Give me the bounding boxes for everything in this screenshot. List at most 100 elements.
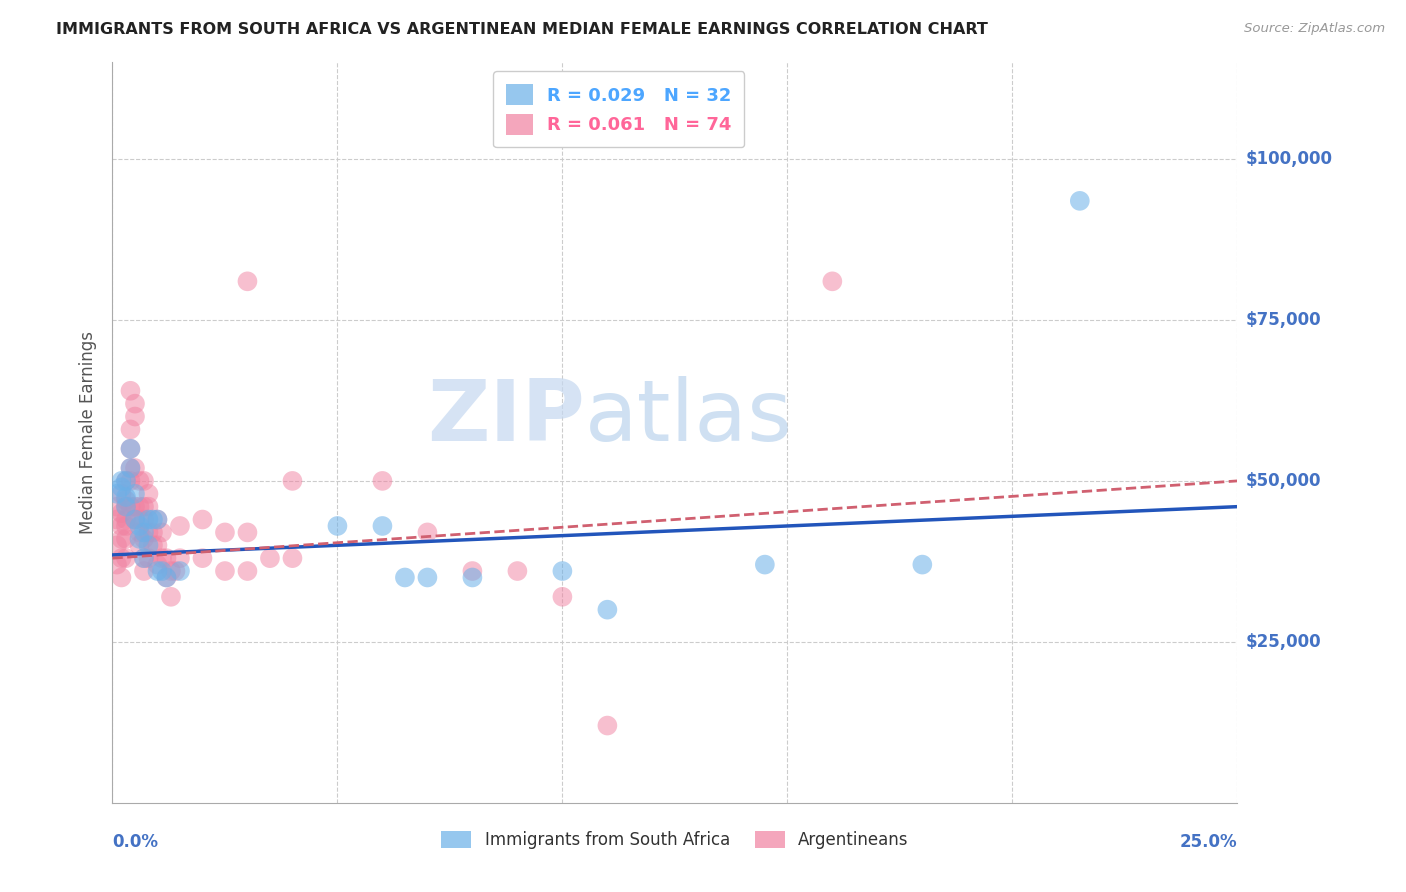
Point	[124, 512, 146, 526]
Point	[461, 570, 484, 584]
Point	[115, 519, 138, 533]
Text: ZIP: ZIP	[427, 376, 585, 459]
Point	[110, 474, 132, 488]
Point	[110, 506, 132, 520]
Point	[596, 602, 619, 616]
Point	[821, 274, 844, 288]
Point	[124, 409, 146, 424]
Point	[138, 538, 160, 552]
Point	[596, 718, 619, 732]
Point	[169, 564, 191, 578]
Point	[115, 493, 138, 508]
Text: 0.0%: 0.0%	[112, 833, 159, 851]
Point	[214, 525, 236, 540]
Point	[132, 474, 155, 488]
Point	[461, 564, 484, 578]
Point	[128, 532, 150, 546]
Point	[142, 512, 165, 526]
Point	[214, 564, 236, 578]
Point	[120, 384, 142, 398]
Point	[124, 487, 146, 501]
Point	[169, 519, 191, 533]
Point	[120, 461, 142, 475]
Point	[394, 570, 416, 584]
Point	[128, 519, 150, 533]
Point	[416, 570, 439, 584]
Point	[124, 500, 146, 514]
Point	[138, 525, 160, 540]
Point	[128, 500, 150, 514]
Point	[124, 461, 146, 475]
Point	[110, 519, 132, 533]
Point	[371, 474, 394, 488]
Point	[128, 474, 150, 488]
Text: $75,000: $75,000	[1246, 311, 1322, 329]
Point	[150, 525, 173, 540]
Point	[105, 487, 128, 501]
Point	[551, 564, 574, 578]
Point	[138, 500, 160, 514]
Point	[416, 525, 439, 540]
Point	[124, 512, 146, 526]
Point	[236, 564, 259, 578]
Point	[754, 558, 776, 572]
Point	[115, 512, 138, 526]
Point	[155, 570, 177, 584]
Point	[132, 551, 155, 566]
Point	[160, 564, 183, 578]
Point	[1069, 194, 1091, 208]
Point	[110, 570, 132, 584]
Point	[146, 558, 169, 572]
Point	[115, 500, 138, 514]
Point	[146, 512, 169, 526]
Point	[155, 551, 177, 566]
Point	[506, 564, 529, 578]
Text: $50,000: $50,000	[1246, 472, 1322, 490]
Point	[128, 512, 150, 526]
Text: atlas: atlas	[585, 376, 793, 459]
Text: 25.0%: 25.0%	[1180, 833, 1237, 851]
Point	[115, 490, 138, 504]
Point	[120, 442, 142, 456]
Point	[146, 512, 169, 526]
Point	[115, 474, 138, 488]
Point	[105, 558, 128, 572]
Point	[191, 551, 214, 566]
Legend: Immigrants from South Africa, Argentineans: Immigrants from South Africa, Argentinea…	[433, 822, 917, 857]
Point	[281, 474, 304, 488]
Point	[146, 538, 169, 552]
Point	[371, 519, 394, 533]
Point	[326, 519, 349, 533]
Point	[105, 512, 128, 526]
Point	[138, 551, 160, 566]
Point	[146, 564, 169, 578]
Point	[236, 525, 259, 540]
Point	[110, 480, 132, 494]
Text: $100,000: $100,000	[1246, 150, 1333, 168]
Point	[551, 590, 574, 604]
Point	[120, 422, 142, 436]
Point	[132, 532, 155, 546]
Point	[105, 538, 128, 552]
Point	[115, 474, 138, 488]
Point	[120, 442, 142, 456]
Text: IMMIGRANTS FROM SOUTH AFRICA VS ARGENTINEAN MEDIAN FEMALE EARNINGS CORRELATION C: IMMIGRANTS FROM SOUTH AFRICA VS ARGENTIN…	[56, 22, 988, 37]
Point	[911, 558, 934, 572]
Point	[281, 551, 304, 566]
Point	[259, 551, 281, 566]
Point	[138, 487, 160, 501]
Point	[110, 532, 132, 546]
Point	[120, 461, 142, 475]
Point	[115, 532, 138, 546]
Point	[115, 551, 138, 566]
Point	[150, 551, 173, 566]
Point	[120, 500, 142, 514]
Point	[128, 538, 150, 552]
Point	[132, 551, 155, 566]
Point	[120, 474, 142, 488]
Point	[115, 500, 138, 514]
Point	[132, 512, 155, 526]
Point	[191, 512, 214, 526]
Point	[142, 538, 165, 552]
Point	[236, 274, 259, 288]
